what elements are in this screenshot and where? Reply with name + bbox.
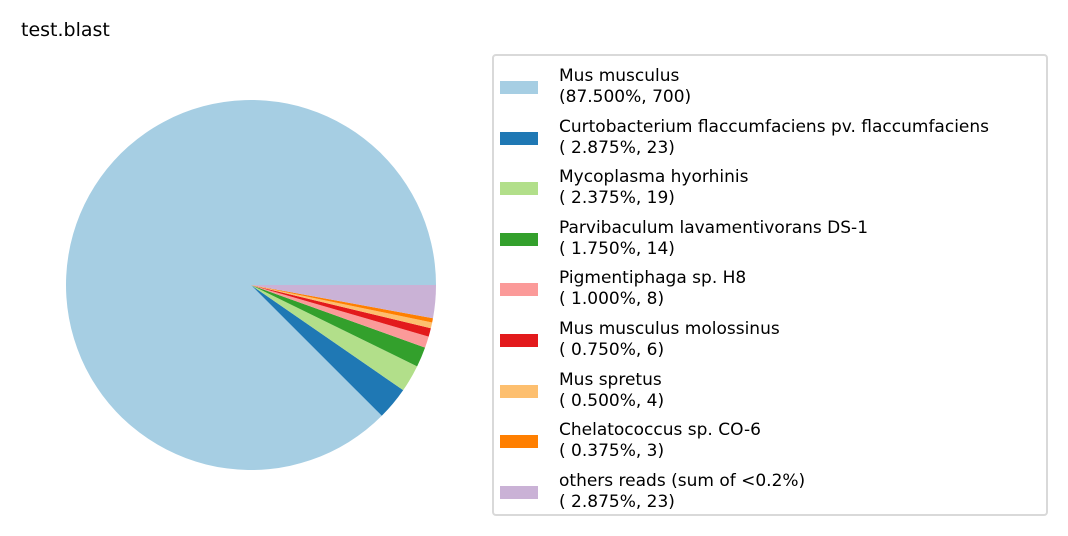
pie-slice-0 [66, 99, 436, 470]
legend-swatch [500, 182, 538, 196]
pie-slice-5 [251, 285, 431, 337]
legend-label: Mus spretus( 0.500%, 4) [559, 370, 664, 412]
legend-label: others reads (sum of <0.2%)( 2.875%, 23) [559, 471, 805, 513]
legend-series-name: others reads (sum of <0.2%) [559, 470, 806, 491]
legend-series-value: ( 2.375%, 19) [559, 188, 675, 209]
legend-swatch [500, 131, 538, 145]
legend-swatch [500, 435, 538, 449]
legend-series-value: ( 2.875%, 23) [559, 491, 675, 512]
legend-label: Mus musculus molossinus( 0.750%, 6) [559, 319, 780, 361]
legend-label: Mycoplasma hyorhinis( 2.375%, 19) [559, 167, 748, 209]
legend-series-name: Mus musculus molossinus [559, 319, 780, 339]
legend-swatch [500, 81, 538, 94]
legend-label: Chelatococcus sp. CO-6( 0.375%, 3) [559, 420, 761, 462]
legend-label: Mus musculus (87.500%, 700) [559, 66, 691, 108]
legend-swatch [500, 384, 538, 398]
legend-series-name: Mus spretus [559, 369, 662, 390]
pie-slice-6 [251, 285, 433, 329]
legend-label: Curtobacterium flaccumfaciens pv. flaccu… [559, 117, 989, 159]
pie-slice-7 [251, 285, 433, 323]
pie-slice-8 [251, 285, 436, 319]
legend-label: Parvibaculum lavamentivorans DS-1( 1.750… [559, 218, 868, 260]
legend-series-value: ( 0.750%, 6) [559, 340, 665, 360]
pie-slice-2 [251, 285, 418, 391]
legend-series-name: Parvibaculum lavamentivorans DS-1 [559, 217, 869, 238]
legend-swatch [500, 283, 538, 297]
legend-series-name: Curtobacterium flaccumfaciens pv. flaccu… [559, 116, 990, 137]
legend-label: Pigmentiphaga sp. H8( 1.000%, 8) [559, 268, 746, 310]
legend-series-value: ( 1.000%, 8) [559, 289, 665, 310]
legend-series-name: Pigmentiphaga sp. H8 [559, 268, 747, 289]
legend-series-value: ( 1.750%, 14) [559, 238, 675, 259]
legend-swatch [500, 334, 538, 347]
legend-series-value: ( 2.875%, 23) [559, 137, 675, 158]
chart-title: test.blast [21, 19, 110, 41]
pie-slice-4 [251, 285, 429, 348]
pie-slice-3 [251, 285, 426, 367]
legend-series-value: ( 0.375%, 3) [559, 441, 665, 462]
legend-series-name: Mus musculus [559, 66, 680, 86]
pie-slice-1 [251, 285, 404, 416]
legend-series-name: Mycoplasma hyorhinis [559, 167, 749, 188]
legend-series-name: Chelatococcus sp. CO-6 [559, 420, 761, 441]
chart-legend: Mus musculus (87.500%, 700) Curtobacterium… [492, 54, 1048, 516]
legend-series-value: ( 0.500%, 4) [559, 390, 665, 411]
legend-series-value: (87.500%, 700) [559, 87, 692, 107]
legend-swatch [500, 232, 538, 246]
legend-swatch [500, 485, 538, 499]
